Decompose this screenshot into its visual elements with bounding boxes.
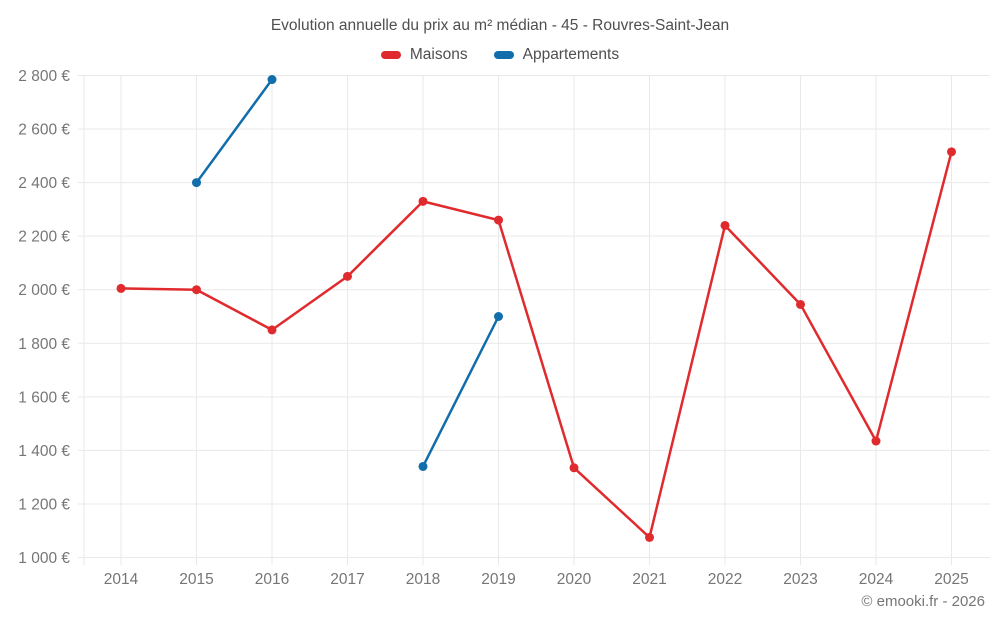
x-axis-tick-label: 2021 (632, 571, 666, 588)
y-axis-tick-label: 2 800 € (18, 68, 70, 85)
legend: Maisons Appartements (0, 46, 1000, 64)
chart-title: Evolution annuelle du prix au m² médian … (270, 17, 730, 34)
appartements-swatch-icon (493, 51, 514, 59)
series-line-appartements (421, 315, 500, 468)
maisons-swatch-icon (380, 51, 401, 59)
y-axis-tick-label: 1 400 € (18, 443, 70, 460)
legend-label-appartements: Appartements (522, 46, 620, 63)
y-axis-tick-label: 2 200 € (18, 229, 70, 246)
data-point-maisons[interactable] (192, 285, 201, 295)
series-line-appartements (195, 78, 274, 184)
x-axis-tick-label: 2025 (934, 571, 968, 588)
y-axis-tick-label: 1 200 € (18, 496, 70, 513)
data-point-maisons[interactable] (645, 532, 654, 542)
x-axis-tick-label: 2014 (104, 571, 139, 588)
data-point-maisons[interactable] (418, 196, 428, 206)
data-point-maisons[interactable] (116, 283, 126, 293)
data-point-appartements[interactable] (267, 75, 277, 85)
x-axis-tick-label: 2018 (406, 571, 440, 588)
legend-item-appartements[interactable]: Appartements (493, 46, 620, 64)
data-point-maisons[interactable] (569, 463, 579, 473)
x-axis-tick-label: 2022 (708, 571, 742, 588)
legend-label-maisons: Maisons (409, 46, 468, 63)
data-point-maisons[interactable] (947, 147, 956, 157)
data-point-maisons[interactable] (796, 299, 805, 309)
x-axis-tick-label: 2020 (557, 571, 592, 588)
x-axis-tick-label: 2019 (481, 571, 515, 588)
data-point-maisons[interactable] (267, 325, 277, 335)
x-axis-tick-label: 2016 (255, 571, 289, 588)
y-axis-tick-label: 1 600 € (18, 389, 70, 406)
y-axis-tick-label: 2 000 € (18, 282, 70, 299)
y-axis-tick-label: 2 600 € (18, 122, 70, 139)
data-point-maisons[interactable] (494, 215, 503, 225)
x-axis-tick-label: 2024 (859, 571, 894, 588)
data-point-appartements[interactable] (192, 178, 201, 188)
y-axis-tick-label: 1 800 € (18, 336, 70, 353)
data-point-maisons[interactable] (343, 271, 352, 281)
data-point-maisons[interactable] (871, 436, 881, 446)
x-axis-tick-label: 2017 (330, 571, 364, 588)
copyright-footer: © emooki.fr - 2026 (861, 593, 985, 610)
legend-item-maisons[interactable]: Maisons (380, 46, 468, 64)
y-axis-tick-label: 1 000 € (18, 550, 70, 567)
x-axis-tick-label: 2023 (783, 571, 817, 588)
y-axis-tick-label: 2 400 € (18, 175, 70, 192)
data-point-appartements[interactable] (418, 461, 428, 471)
series-line-maisons (119, 150, 953, 539)
data-point-appartements[interactable] (494, 312, 503, 321)
data-point-maisons[interactable] (720, 220, 730, 230)
x-axis-tick-label: 2015 (179, 571, 213, 588)
